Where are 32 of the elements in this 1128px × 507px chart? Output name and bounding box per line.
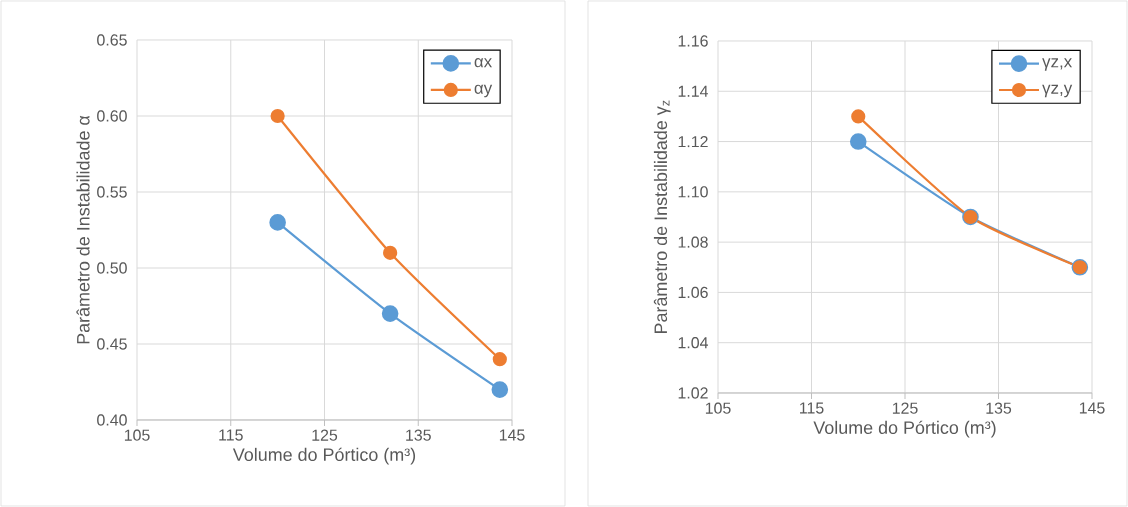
y-tick-label: 0.60: [97, 110, 127, 122]
y-tick-label: 1.12: [678, 136, 708, 148]
x-tick-label: 115: [219, 429, 243, 441]
y-tick-label: 1.10: [678, 186, 708, 198]
x-axis-title: Volume do Pórtico (m³): [813, 420, 996, 438]
x-tick-label: 105: [124, 429, 150, 441]
legend-label: αx: [474, 58, 492, 68]
y-tick-label: 0.40: [97, 414, 127, 426]
y-tick-label: 0.65: [97, 34, 127, 46]
y-tick-label: 1.06: [678, 286, 708, 299]
y-tick-label: 1.16: [678, 35, 708, 47]
x-axis-title: Volume do Pórtico (m³): [232, 447, 416, 465]
y-tick-label: 0.50: [97, 262, 127, 274]
x-tick-label: 145: [1079, 402, 1105, 414]
legend-label: γz,y: [1042, 84, 1073, 98]
y-tick-label: 0.55: [97, 186, 127, 198]
y-axis-title: Parâmetro de Instabilidade γ$_{z}$: [653, 100, 671, 334]
x-tick-label: 135: [986, 402, 1012, 414]
y-axis-title: Parâmetro de Instabilidade α: [76, 115, 90, 344]
x-tick-label: 135: [406, 429, 431, 441]
y-tick-label: 1.14: [678, 85, 709, 97]
x-tick-label: 115: [800, 402, 824, 414]
x-tick-label: 125: [312, 429, 338, 441]
y-tick-label: 1.02: [678, 387, 708, 399]
x-tick-label: 145: [499, 429, 525, 441]
legend-label: γz,x: [1042, 58, 1073, 71]
y-tick-label: 1.08: [678, 236, 708, 248]
y-tick-label: 1.04: [678, 337, 709, 349]
y-tick-label: 0.45: [97, 338, 127, 350]
x-tick-label: 105: [705, 402, 731, 414]
legend-label: αy: [474, 84, 493, 98]
x-tick-label: 125: [892, 402, 918, 414]
